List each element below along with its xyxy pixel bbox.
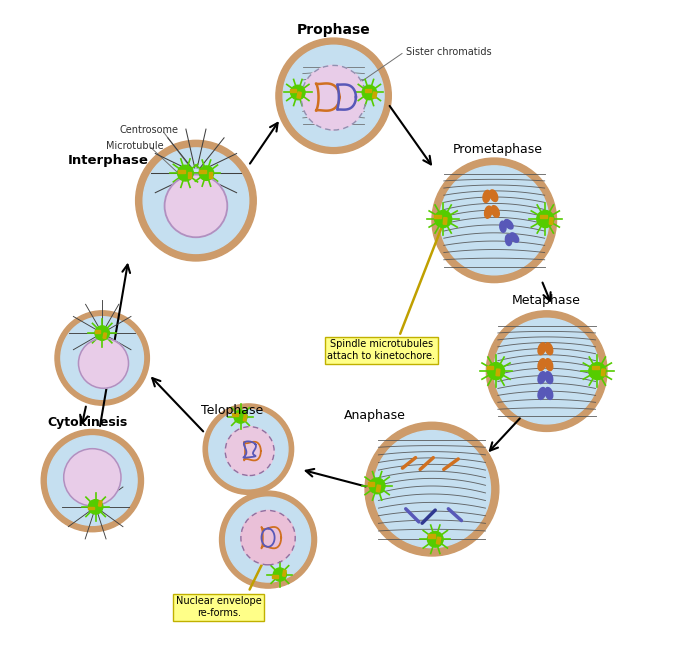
Circle shape bbox=[373, 430, 491, 548]
Circle shape bbox=[41, 430, 144, 532]
Ellipse shape bbox=[500, 221, 506, 233]
Text: Prometaphase: Prometaphase bbox=[452, 143, 542, 156]
Text: Nuclear envelope
re-forms.: Nuclear envelope re-forms. bbox=[176, 597, 262, 618]
Bar bbox=[297, 92, 301, 99]
Circle shape bbox=[164, 175, 228, 237]
Ellipse shape bbox=[538, 359, 546, 371]
Circle shape bbox=[64, 449, 121, 506]
Bar bbox=[99, 501, 102, 507]
Bar bbox=[372, 92, 377, 99]
Bar bbox=[592, 366, 598, 369]
Circle shape bbox=[225, 497, 311, 582]
Bar bbox=[199, 170, 206, 173]
Circle shape bbox=[494, 319, 599, 424]
Bar bbox=[209, 172, 212, 178]
Circle shape bbox=[362, 85, 377, 100]
Bar bbox=[103, 333, 106, 338]
Circle shape bbox=[48, 436, 137, 526]
Ellipse shape bbox=[489, 190, 498, 202]
Circle shape bbox=[537, 210, 554, 227]
Circle shape bbox=[440, 166, 549, 275]
Ellipse shape bbox=[510, 233, 519, 242]
Bar bbox=[376, 485, 381, 492]
Bar bbox=[550, 217, 553, 225]
Circle shape bbox=[225, 426, 274, 476]
Bar bbox=[272, 575, 278, 578]
Circle shape bbox=[78, 338, 129, 388]
Ellipse shape bbox=[483, 191, 490, 202]
Text: Telophase: Telophase bbox=[200, 404, 262, 417]
Bar bbox=[283, 570, 286, 576]
Text: Anaphase: Anaphase bbox=[344, 409, 405, 422]
Text: Prophase: Prophase bbox=[297, 23, 370, 37]
Bar bbox=[496, 369, 500, 376]
Circle shape bbox=[136, 141, 256, 261]
Circle shape bbox=[234, 410, 247, 423]
Bar bbox=[436, 537, 441, 544]
Bar bbox=[95, 330, 100, 333]
Circle shape bbox=[178, 166, 193, 181]
Ellipse shape bbox=[484, 206, 492, 218]
Ellipse shape bbox=[538, 372, 546, 384]
Ellipse shape bbox=[545, 359, 553, 371]
Bar bbox=[178, 170, 185, 173]
Circle shape bbox=[61, 317, 144, 399]
Text: Sister chromatids: Sister chromatids bbox=[406, 47, 491, 57]
Circle shape bbox=[589, 363, 606, 380]
Circle shape bbox=[283, 45, 384, 147]
Bar bbox=[232, 413, 238, 416]
Ellipse shape bbox=[545, 343, 553, 355]
Circle shape bbox=[276, 38, 391, 154]
Ellipse shape bbox=[505, 235, 512, 246]
Circle shape bbox=[209, 409, 288, 489]
Bar bbox=[540, 215, 547, 218]
Bar bbox=[428, 534, 435, 537]
Bar bbox=[244, 415, 247, 421]
Text: Centrosome: Centrosome bbox=[119, 125, 178, 135]
Circle shape bbox=[88, 499, 103, 514]
Circle shape bbox=[273, 568, 286, 581]
Bar bbox=[443, 217, 447, 225]
Ellipse shape bbox=[505, 219, 513, 229]
Circle shape bbox=[301, 66, 366, 130]
Ellipse shape bbox=[545, 388, 553, 399]
Bar bbox=[188, 172, 191, 178]
Circle shape bbox=[290, 85, 305, 100]
Circle shape bbox=[487, 363, 505, 380]
Ellipse shape bbox=[538, 388, 546, 399]
Circle shape bbox=[428, 532, 443, 547]
Circle shape bbox=[486, 311, 607, 432]
Ellipse shape bbox=[538, 343, 546, 355]
Circle shape bbox=[203, 404, 293, 494]
Circle shape bbox=[369, 478, 385, 493]
Bar bbox=[290, 89, 295, 92]
Circle shape bbox=[365, 422, 499, 556]
Bar bbox=[365, 89, 371, 92]
Text: Interphase: Interphase bbox=[68, 154, 149, 166]
Ellipse shape bbox=[491, 206, 499, 217]
Text: Cytokinesis: Cytokinesis bbox=[47, 416, 127, 429]
Bar bbox=[88, 507, 94, 509]
Text: Metaphase: Metaphase bbox=[512, 294, 581, 307]
Circle shape bbox=[241, 510, 295, 565]
Circle shape bbox=[95, 326, 109, 340]
Circle shape bbox=[432, 158, 556, 283]
Circle shape bbox=[55, 311, 149, 405]
Circle shape bbox=[435, 210, 452, 227]
Bar bbox=[368, 482, 374, 486]
Circle shape bbox=[199, 166, 213, 180]
Text: Spindle microtubules
attach to kinetochore.: Spindle microtubules attach to kinetocho… bbox=[328, 339, 435, 361]
Ellipse shape bbox=[545, 372, 553, 384]
Bar bbox=[601, 369, 606, 376]
Circle shape bbox=[144, 148, 248, 254]
Bar bbox=[434, 215, 440, 218]
Text: Microtubule: Microtubule bbox=[106, 141, 164, 150]
Bar bbox=[486, 366, 493, 369]
Circle shape bbox=[220, 491, 316, 588]
